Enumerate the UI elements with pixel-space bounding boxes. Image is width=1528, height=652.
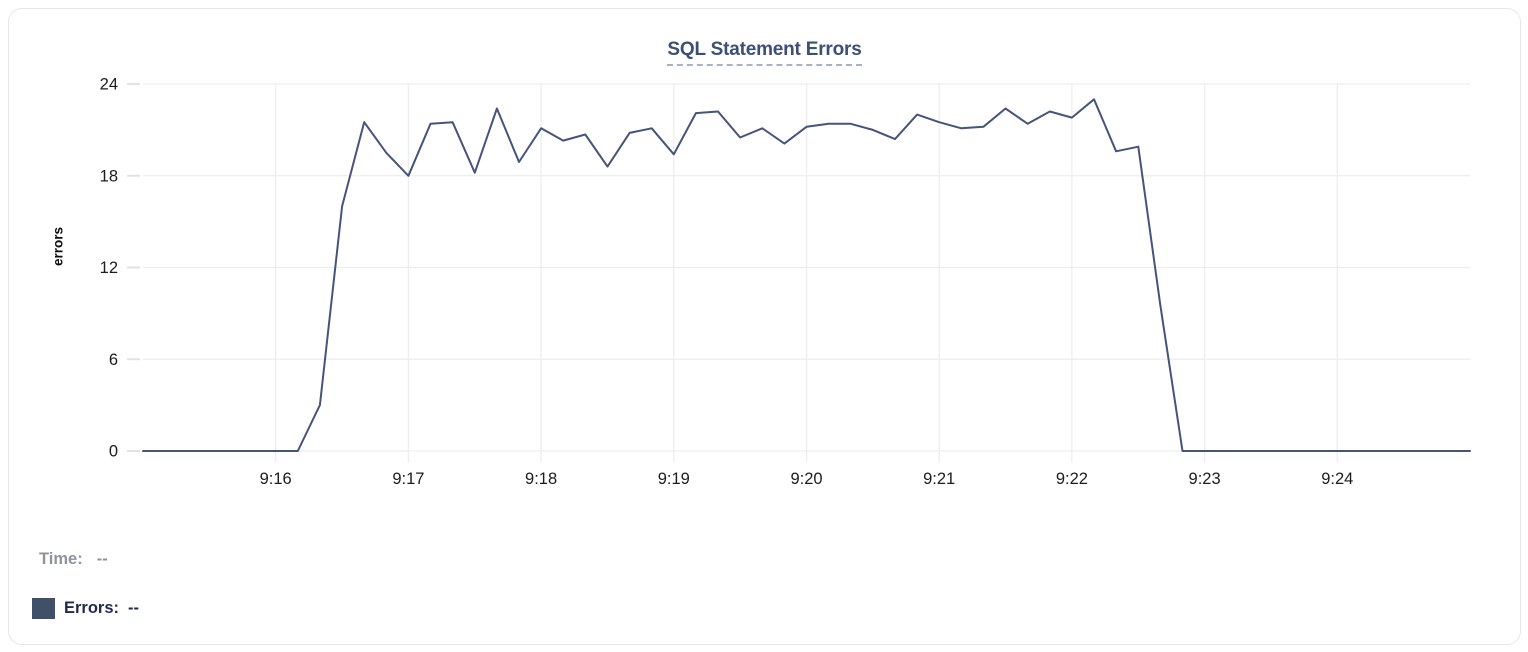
y-tick-label: 18 — [100, 167, 118, 185]
chart-header: SQL Statement Errors — [9, 39, 1520, 66]
y-tick-label: 6 — [109, 351, 118, 369]
legend-errors-label: Errors: — [64, 598, 120, 617]
x-tick-label: 9:23 — [1189, 470, 1221, 488]
x-tick-label: 9:22 — [1056, 470, 1088, 488]
x-tick-label: 9:16 — [260, 470, 292, 488]
y-tick-label: 12 — [100, 259, 118, 277]
x-tick-label: 9:20 — [790, 470, 822, 488]
legend-errors-row[interactable]: Errors: -- — [32, 594, 139, 622]
x-tick-label: 9:19 — [658, 470, 690, 488]
errors-line-series — [142, 98, 1471, 452]
chart-title[interactable]: SQL Statement Errors — [667, 39, 862, 66]
chart-card: SQL Statement Errors errors Time: -- Err… — [8, 8, 1521, 645]
y-tick-label: 24 — [100, 76, 118, 94]
x-tick-label: 9:17 — [392, 470, 424, 488]
x-tick-label: 9:21 — [923, 470, 955, 488]
errors-series-swatch[interactable] — [32, 597, 55, 619]
legend-errors-value: -- — [128, 598, 140, 617]
legend-time-label: Time: — [39, 549, 83, 568]
chart-legend: Time: -- Errors: -- — [32, 545, 139, 622]
legend-time-value: -- — [96, 549, 108, 568]
legend-time-row: Time: -- — [39, 545, 139, 573]
x-tick-label: 9:24 — [1321, 470, 1353, 488]
y-tick-label: 0 — [109, 443, 118, 461]
x-tick-label: 9:18 — [525, 470, 557, 488]
y-axis-title: errors — [50, 226, 66, 267]
